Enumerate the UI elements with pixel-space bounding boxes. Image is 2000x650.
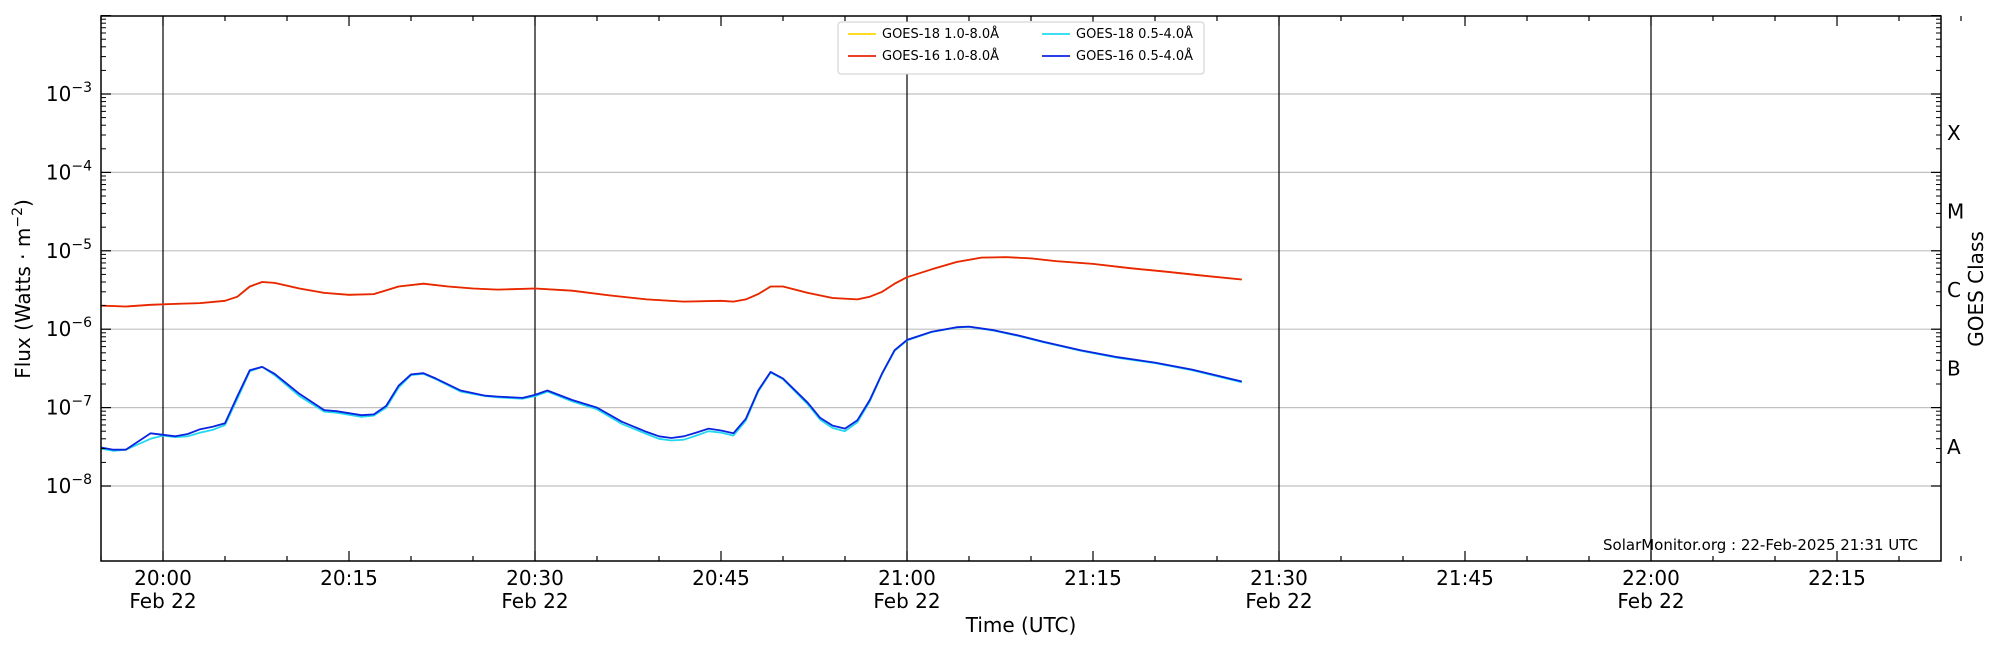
- goes-class-label-m: M: [1947, 200, 1964, 224]
- x-tick-label-time: 21:15: [1064, 566, 1122, 590]
- x-tick-label-time: 21:30: [1250, 566, 1308, 590]
- legend: GOES-18 1.0-8.0Å GOES-16 1.0-8.0Å GOES-18 …: [837, 21, 1205, 75]
- series-line-goes-16-1-0-8-0-: [100, 256, 1242, 308]
- x-tick-label-time: 20:45: [692, 566, 750, 590]
- y-tick-mantissa: 10: [46, 317, 71, 341]
- goes-class-label-a: A: [1947, 435, 1961, 459]
- x-tick-label-date: Feb 22: [501, 589, 568, 613]
- y-tick-mantissa: 10: [46, 396, 71, 420]
- x-tick-label-date: Feb 22: [873, 589, 940, 613]
- y-tick-label: 10−7: [46, 394, 92, 420]
- goes-class-labels: A B C M X: [1947, 121, 1964, 459]
- y-tick-mantissa: 10: [46, 239, 71, 263]
- legend-label: GOES-16 1.0-8.0Å: [882, 48, 999, 64]
- y-tick-exponent: −5: [71, 237, 92, 253]
- y-tick-exponent: −4: [71, 158, 92, 174]
- grid-lines: [101, 93, 1941, 487]
- y-tick-labels: 10−810−710−610−510−410−3: [46, 80, 92, 498]
- y-tick-mantissa: 10: [46, 160, 71, 184]
- x-tick-label-time: 21:00: [878, 566, 936, 590]
- legend-label: GOES-18 0.5-4.0Å: [1076, 26, 1193, 42]
- credit-text: SolarMonitor.org : 22-Feb-2025 21:31 UTC: [1603, 536, 1918, 554]
- legend-label: GOES-16 0.5-4.0Å: [1076, 48, 1193, 64]
- y-tick-label: 10−5: [46, 237, 92, 263]
- legend-label: GOES-18 1.0-8.0Å: [882, 26, 999, 42]
- goes-class-label-c: C: [1947, 278, 1961, 302]
- x-tick-label-time: 22:15: [1808, 566, 1866, 590]
- y-tick-label: 10−8: [46, 472, 92, 498]
- goes-class-label-b: B: [1947, 356, 1961, 380]
- y-tick-exponent: −8: [71, 472, 92, 488]
- x-tick-label-time: 22:00: [1622, 566, 1680, 590]
- x-tick-label-time: 20:15: [320, 566, 378, 590]
- y-tick-label: 10−4: [46, 158, 92, 184]
- y-tick-exponent: −3: [71, 80, 92, 96]
- x-tick-label-date: Feb 22: [129, 589, 196, 613]
- y-tick-label: 10−6: [46, 315, 92, 341]
- y-tick-mantissa: 10: [46, 474, 71, 498]
- x-tick-label-time: 20:00: [134, 566, 192, 590]
- axis-ticks: [100, 14, 1962, 561]
- vertical-time-markers: [162, 16, 1652, 561]
- x-tick-label-time: 20:30: [506, 566, 564, 590]
- goes-class-label-x: X: [1947, 121, 1961, 145]
- x-tick-label-time: 21:45: [1436, 566, 1494, 590]
- plot-frame: [100, 15, 1942, 562]
- right-axis-title: GOES Class: [1964, 231, 1988, 347]
- y-tick-mantissa: 10: [46, 82, 71, 106]
- legend-box: [837, 21, 1205, 75]
- y-tick-label: 10−3: [46, 80, 92, 106]
- x-tick-label-date: Feb 22: [1245, 589, 1312, 613]
- data-series: [100, 256, 1243, 452]
- x-axis-title: Time (UTC): [965, 613, 1077, 637]
- y-tick-exponent: −7: [71, 394, 92, 410]
- y-axis-title: Flux (Watts · m−2): [10, 199, 35, 379]
- x-tick-label-date: Feb 22: [1617, 589, 1684, 613]
- series-line-goes-16-0-5-4-0-: [100, 325, 1243, 451]
- y-tick-exponent: −6: [71, 315, 92, 331]
